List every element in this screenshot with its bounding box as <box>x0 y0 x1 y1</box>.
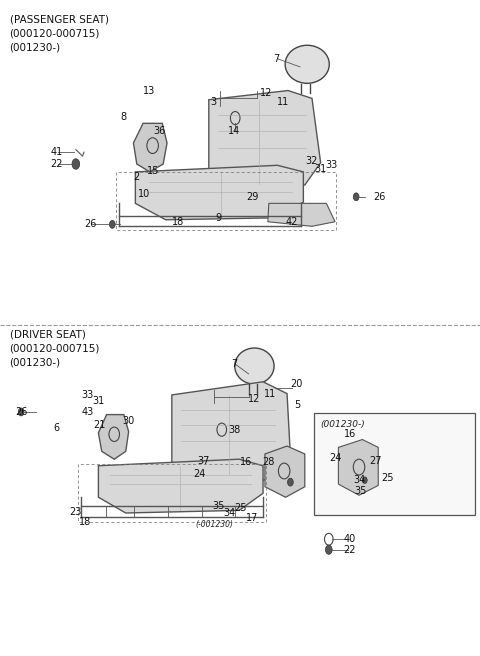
Polygon shape <box>268 203 335 226</box>
Text: 7: 7 <box>231 359 238 369</box>
Text: 25: 25 <box>382 472 394 483</box>
Text: 29: 29 <box>246 192 258 202</box>
Text: 2: 2 <box>133 172 140 182</box>
Circle shape <box>353 193 359 201</box>
Circle shape <box>18 408 24 416</box>
Text: 6: 6 <box>54 422 60 433</box>
Text: 12: 12 <box>260 88 273 98</box>
Text: 26: 26 <box>15 407 28 417</box>
Text: 10: 10 <box>138 188 150 199</box>
Text: 38: 38 <box>228 424 240 435</box>
Circle shape <box>246 394 251 400</box>
Text: (-001230): (-001230) <box>196 520 234 529</box>
Circle shape <box>288 478 293 486</box>
FancyBboxPatch shape <box>314 413 475 515</box>
Text: 13: 13 <box>143 85 155 96</box>
Text: (DRIVER SEAT)
(000120-000715)
(001230-): (DRIVER SEAT) (000120-000715) (001230-) <box>10 329 100 367</box>
Ellipse shape <box>285 45 329 83</box>
Polygon shape <box>98 415 129 459</box>
Circle shape <box>109 220 115 228</box>
Circle shape <box>72 159 80 169</box>
Polygon shape <box>172 382 290 489</box>
Text: 15: 15 <box>147 165 160 176</box>
Text: 16: 16 <box>240 457 252 468</box>
Circle shape <box>252 390 257 398</box>
Text: 18: 18 <box>79 516 92 527</box>
Text: 43: 43 <box>81 407 94 417</box>
Text: 28: 28 <box>263 457 275 468</box>
Text: 30: 30 <box>122 416 135 426</box>
Text: 18: 18 <box>172 216 185 227</box>
Text: (PASSENGER SEAT)
(000120-000715)
(001230-): (PASSENGER SEAT) (000120-000715) (001230… <box>10 14 108 52</box>
Text: 31: 31 <box>92 396 105 407</box>
Polygon shape <box>133 123 167 172</box>
Polygon shape <box>265 446 305 497</box>
Text: 23: 23 <box>70 506 82 517</box>
Text: 32: 32 <box>305 155 317 166</box>
Text: (001230-): (001230-) <box>320 420 365 429</box>
Text: 24: 24 <box>329 453 341 463</box>
Text: 22: 22 <box>343 544 356 555</box>
Circle shape <box>325 545 332 554</box>
Text: 14: 14 <box>228 126 240 136</box>
Text: 22: 22 <box>50 159 63 169</box>
Text: 3: 3 <box>211 96 216 107</box>
Polygon shape <box>338 440 378 495</box>
Text: 25: 25 <box>235 503 247 514</box>
Text: 27: 27 <box>369 455 382 466</box>
Text: 11: 11 <box>264 388 276 399</box>
Text: 34: 34 <box>223 508 236 518</box>
Circle shape <box>362 477 367 483</box>
Text: 17: 17 <box>246 513 258 523</box>
Text: 42: 42 <box>286 216 298 227</box>
Polygon shape <box>209 91 321 198</box>
Text: 33: 33 <box>325 160 337 171</box>
Polygon shape <box>135 165 303 220</box>
Text: 41: 41 <box>50 147 63 157</box>
Text: 20: 20 <box>290 379 303 389</box>
Text: 26: 26 <box>373 192 385 202</box>
Text: 8: 8 <box>121 112 127 122</box>
Text: 35: 35 <box>212 501 225 512</box>
Ellipse shape <box>235 348 274 384</box>
Text: 9: 9 <box>216 213 221 223</box>
Text: 11: 11 <box>277 96 289 107</box>
Text: 26: 26 <box>84 219 96 230</box>
Text: 36: 36 <box>154 126 166 136</box>
Text: 24: 24 <box>193 468 205 479</box>
Text: 34: 34 <box>353 475 365 485</box>
Polygon shape <box>98 459 263 513</box>
Text: 7: 7 <box>273 54 279 64</box>
Text: 16: 16 <box>344 429 357 440</box>
Text: 21: 21 <box>94 420 106 430</box>
Text: 40: 40 <box>343 534 356 544</box>
Text: 31: 31 <box>314 164 327 174</box>
Text: 33: 33 <box>81 390 94 400</box>
Text: 12: 12 <box>248 394 261 404</box>
Text: 37: 37 <box>198 455 210 466</box>
Text: 35: 35 <box>355 485 367 496</box>
Text: 5: 5 <box>294 400 301 411</box>
